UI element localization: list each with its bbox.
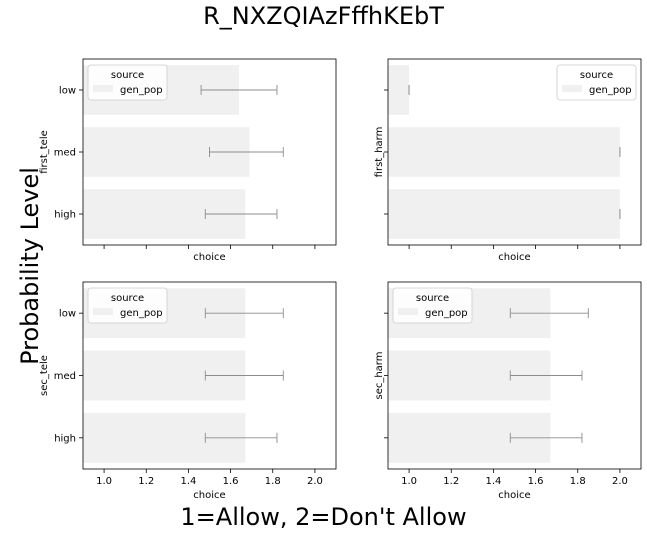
x-tick-label: 1.2 bbox=[443, 476, 459, 487]
y-tick-label: high bbox=[54, 433, 76, 444]
y-tick-label: high bbox=[54, 210, 76, 221]
y-tick-label: med bbox=[54, 371, 76, 382]
x-axis-label: choice bbox=[498, 252, 530, 263]
x-tick-label: 1.2 bbox=[138, 476, 154, 487]
x-tick-label: 1.0 bbox=[96, 476, 112, 487]
x-axis-label: choice bbox=[193, 490, 225, 501]
legend-swatch bbox=[562, 85, 582, 92]
legend-title: source bbox=[111, 70, 144, 81]
legend-entry: gen_pop bbox=[425, 308, 468, 319]
x-tick-label: 1.6 bbox=[223, 476, 239, 487]
y-axis-label: sec_harm bbox=[374, 351, 385, 399]
y-tick-label: med bbox=[54, 148, 76, 159]
x-axis-label: choice bbox=[498, 490, 530, 501]
x-tick-label: 1.4 bbox=[485, 476, 501, 487]
x-tick-label: 2.0 bbox=[612, 476, 628, 487]
bar-low bbox=[388, 65, 410, 115]
x-tick-label: 1.4 bbox=[180, 476, 196, 487]
x-tick-label: 1.8 bbox=[570, 476, 586, 487]
legend-entry: gen_pop bbox=[589, 85, 632, 96]
y-axis-label: first_harm bbox=[374, 127, 385, 178]
legend-swatch bbox=[398, 308, 418, 315]
y-axis-label: first_tele bbox=[39, 130, 50, 174]
legend-title: source bbox=[416, 293, 449, 304]
figure-x-label: 1=Allow, 2=Don't Allow bbox=[180, 503, 467, 531]
legend-entry: gen_pop bbox=[120, 308, 163, 319]
y-axis-label: sec_tele bbox=[39, 355, 50, 396]
y-tick-label: low bbox=[59, 309, 76, 320]
legend-entry: gen_pop bbox=[120, 85, 163, 96]
x-tick-label: 1.8 bbox=[265, 476, 281, 487]
x-axis-label: choice bbox=[193, 252, 225, 263]
figure-title: R_NXZQIAzFffhKEbT bbox=[203, 2, 444, 30]
x-tick-label: 1.6 bbox=[528, 476, 544, 487]
bar-med bbox=[388, 127, 620, 177]
x-tick-label: 2.0 bbox=[307, 476, 323, 487]
legend-title: source bbox=[111, 293, 144, 304]
x-tick-label: 1.0 bbox=[401, 476, 417, 487]
legend-swatch bbox=[93, 85, 113, 92]
y-tick-label: low bbox=[59, 86, 76, 97]
legend-title: source bbox=[580, 70, 613, 81]
legend-swatch bbox=[93, 308, 113, 315]
bar-high bbox=[388, 189, 620, 239]
